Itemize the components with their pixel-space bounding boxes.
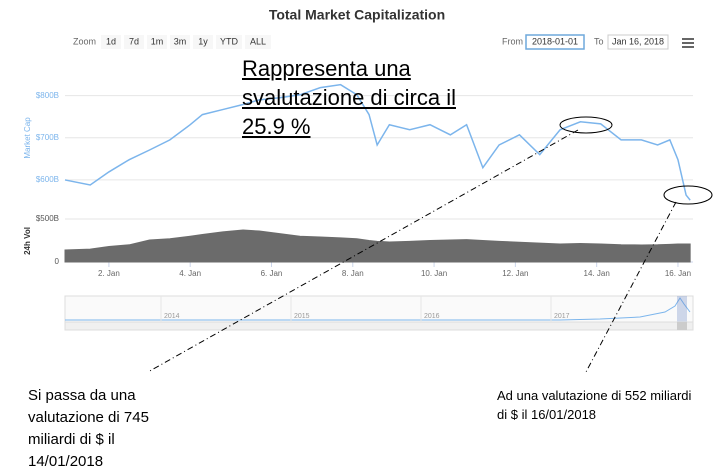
range-button-label[interactable]: 1m xyxy=(151,36,164,46)
y-tick-label: $600B xyxy=(36,175,59,184)
y-tick-label: $700B xyxy=(36,133,59,142)
scrollbar[interactable] xyxy=(64,321,694,331)
date-range: From 2018-01-01 To Jan 16, 2018 xyxy=(502,34,694,50)
headline-annotation: Rappresenta una svalutazione di circa il… xyxy=(242,56,456,139)
pointer-line xyxy=(585,201,677,373)
zoom-label: Zoom xyxy=(73,36,96,46)
range-button-label[interactable]: 7d xyxy=(129,36,139,46)
x-tick-label: 4. Jan xyxy=(179,269,201,278)
from-value[interactable]: 2018-01-01 xyxy=(532,36,578,46)
navigator-line xyxy=(65,297,691,321)
range-button-label[interactable]: 1d xyxy=(106,36,116,46)
range-button[interactable] xyxy=(147,35,167,49)
navigator-frame xyxy=(64,295,694,323)
scrollbar-thumb[interactable] xyxy=(677,322,687,330)
pointer-line xyxy=(147,129,579,373)
market-cap-line xyxy=(64,83,691,201)
to-input[interactable] xyxy=(607,34,669,50)
to-value[interactable]: Jan 16, 2018 xyxy=(612,36,664,46)
from-label: From xyxy=(502,36,523,46)
x-tick-label: 2. Jan xyxy=(98,269,120,278)
range-button-label[interactable]: 3m xyxy=(174,36,187,46)
volume-area xyxy=(64,229,691,263)
range-selector: Zoom 1d 7d 1m 3m 1y YTD ALL xyxy=(73,35,271,49)
y2-tick-label: $500B xyxy=(36,214,59,223)
navigator-label: 2016 xyxy=(424,313,440,320)
range-button[interactable] xyxy=(124,35,144,49)
navigator xyxy=(64,295,694,331)
y-axis-title: Market Cap xyxy=(23,117,32,159)
x-tick-label: 6. Jan xyxy=(261,269,283,278)
range-button[interactable] xyxy=(216,35,242,49)
x-tick-label: 14. Jan xyxy=(584,269,610,278)
y-tick-label: $800B xyxy=(36,91,59,100)
highlight-ellipse xyxy=(663,185,713,205)
right-annotation: Ad una valutazione di 552 miliardi di $ … xyxy=(497,388,692,422)
chart-title: Total Market Capitalization xyxy=(269,7,445,23)
navigator-window[interactable] xyxy=(677,296,687,322)
range-button[interactable] xyxy=(101,35,121,49)
range-button[interactable] xyxy=(193,35,213,49)
x-tick-label: 16. Jan xyxy=(665,269,691,278)
x-tick-label: 10. Jan xyxy=(421,269,447,278)
range-button[interactable] xyxy=(170,35,190,49)
range-button-label[interactable]: 1y xyxy=(198,36,208,46)
range-button[interactable] xyxy=(245,35,271,49)
range-button-label[interactable]: YTD xyxy=(220,36,239,46)
navigator-label: 2015 xyxy=(294,313,310,320)
y2-tick-label: 0 xyxy=(55,257,60,266)
highlight-ellipse xyxy=(559,116,613,134)
navigator-label: 2014 xyxy=(164,313,180,320)
to-label: To xyxy=(594,36,604,46)
y2-axis-title: 24h Vol xyxy=(23,227,32,255)
navigator-label: 2017 xyxy=(554,313,570,320)
x-tick-label: 12. Jan xyxy=(502,269,528,278)
range-button-label[interactable]: ALL xyxy=(250,36,266,46)
menu-button[interactable] xyxy=(682,38,694,48)
left-annotation: Si passa da una valutazione di 745 milia… xyxy=(28,387,149,470)
from-input[interactable] xyxy=(525,34,585,50)
x-tick-label: 8. Jan xyxy=(342,269,364,278)
